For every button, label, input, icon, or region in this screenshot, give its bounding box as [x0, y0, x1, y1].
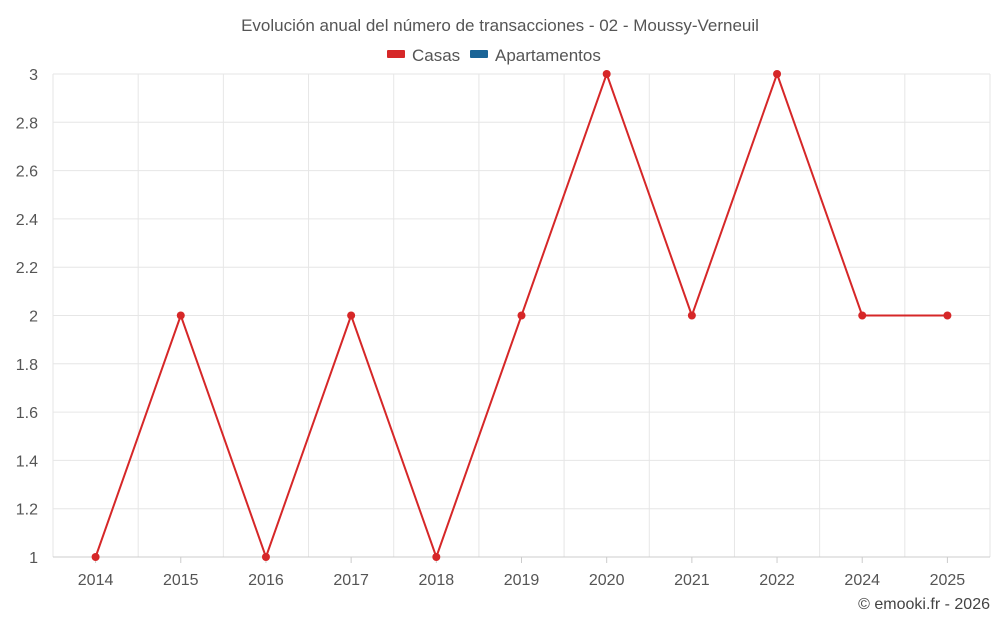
y-tick-label: 1.2 — [16, 502, 38, 519]
data-point[interactable] — [347, 311, 356, 320]
data-point[interactable] — [176, 311, 185, 320]
x-tick-label: 2014 — [78, 572, 114, 589]
data-point[interactable] — [773, 70, 782, 78]
x-tick-label: 2024 — [844, 572, 880, 589]
grid — [52, 73, 991, 558]
legend-label-apartamentos: Apartamentos — [495, 46, 601, 65]
legend-item-casas[interactable]: Casas — [387, 46, 460, 65]
x-tick-label: 2022 — [759, 572, 795, 589]
data-point[interactable] — [858, 311, 867, 320]
x-tick-label: 2015 — [163, 572, 199, 589]
legend-swatch-apartamentos — [470, 50, 488, 58]
chart-title: Evolución anual del número de transaccio… — [241, 16, 759, 35]
legend-label-casas: Casas — [412, 46, 460, 65]
data-point[interactable] — [432, 553, 441, 561]
legend: Casas Apartamentos — [387, 46, 601, 65]
y-tick-label: 1.8 — [16, 357, 38, 374]
x-tick-label: 2021 — [674, 572, 710, 589]
data-point[interactable] — [687, 311, 696, 320]
y-tick-label: 1 — [29, 550, 38, 567]
legend-item-apartamentos[interactable]: Apartamentos — [470, 46, 601, 65]
y-axis-ticks: 1 1.2 1.4 1.6 1.8 2 2.2 2.4 2.6 2.8 3 — [16, 67, 38, 567]
x-tick-label: 2025 — [930, 572, 966, 589]
credit-text: © emooki.fr - 2026 — [858, 596, 990, 613]
y-tick-label: 2 — [29, 309, 38, 326]
series-casas — [91, 70, 952, 561]
y-tick-label: 2.4 — [16, 212, 38, 229]
data-point[interactable] — [261, 553, 270, 561]
y-tick-label: 2.2 — [16, 260, 38, 277]
x-tick-label: 2016 — [248, 572, 284, 589]
data-point[interactable] — [517, 311, 526, 320]
x-axis-ticks: 2014 2015 2016 2017 2018 2019 2020 2021 2022 2024… — [78, 557, 966, 589]
y-tick-label: 2.6 — [16, 164, 38, 181]
data-point[interactable] — [602, 70, 611, 78]
x-tick-label: 2019 — [504, 572, 540, 589]
data-point[interactable] — [943, 311, 952, 320]
y-tick-label: 1.4 — [16, 453, 38, 470]
x-tick-label: 2020 — [589, 572, 625, 589]
x-tick-label: 2018 — [419, 572, 455, 589]
legend-swatch-casas — [387, 50, 405, 58]
y-tick-label: 1.6 — [16, 405, 38, 422]
y-tick-label: 3 — [29, 67, 38, 84]
data-point[interactable] — [91, 553, 100, 561]
x-tick-label: 2017 — [333, 572, 369, 589]
y-tick-label: 2.8 — [16, 115, 38, 132]
